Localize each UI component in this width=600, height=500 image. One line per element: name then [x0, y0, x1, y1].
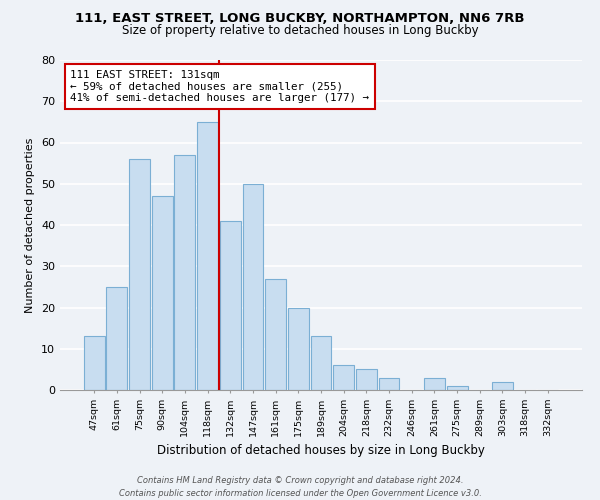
Bar: [197, 122, 218, 390]
Bar: [129, 159, 150, 390]
Bar: [446, 386, 467, 390]
Bar: [265, 278, 286, 390]
Bar: [152, 196, 173, 390]
Bar: [356, 370, 377, 390]
X-axis label: Distribution of detached houses by size in Long Buckby: Distribution of detached houses by size …: [157, 444, 485, 458]
Text: Size of property relative to detached houses in Long Buckby: Size of property relative to detached ho…: [122, 24, 478, 37]
Bar: [106, 287, 127, 390]
Text: Contains HM Land Registry data © Crown copyright and database right 2024.
Contai: Contains HM Land Registry data © Crown c…: [119, 476, 481, 498]
Bar: [84, 336, 104, 390]
Text: 111 EAST STREET: 131sqm
← 59% of detached houses are smaller (255)
41% of semi-d: 111 EAST STREET: 131sqm ← 59% of detache…: [70, 70, 370, 103]
Bar: [379, 378, 400, 390]
Y-axis label: Number of detached properties: Number of detached properties: [25, 138, 35, 312]
Bar: [492, 382, 513, 390]
Bar: [242, 184, 263, 390]
Bar: [288, 308, 309, 390]
Bar: [333, 365, 354, 390]
Text: 111, EAST STREET, LONG BUCKBY, NORTHAMPTON, NN6 7RB: 111, EAST STREET, LONG BUCKBY, NORTHAMPT…: [75, 12, 525, 26]
Bar: [311, 336, 331, 390]
Bar: [220, 221, 241, 390]
Bar: [175, 155, 196, 390]
Bar: [424, 378, 445, 390]
